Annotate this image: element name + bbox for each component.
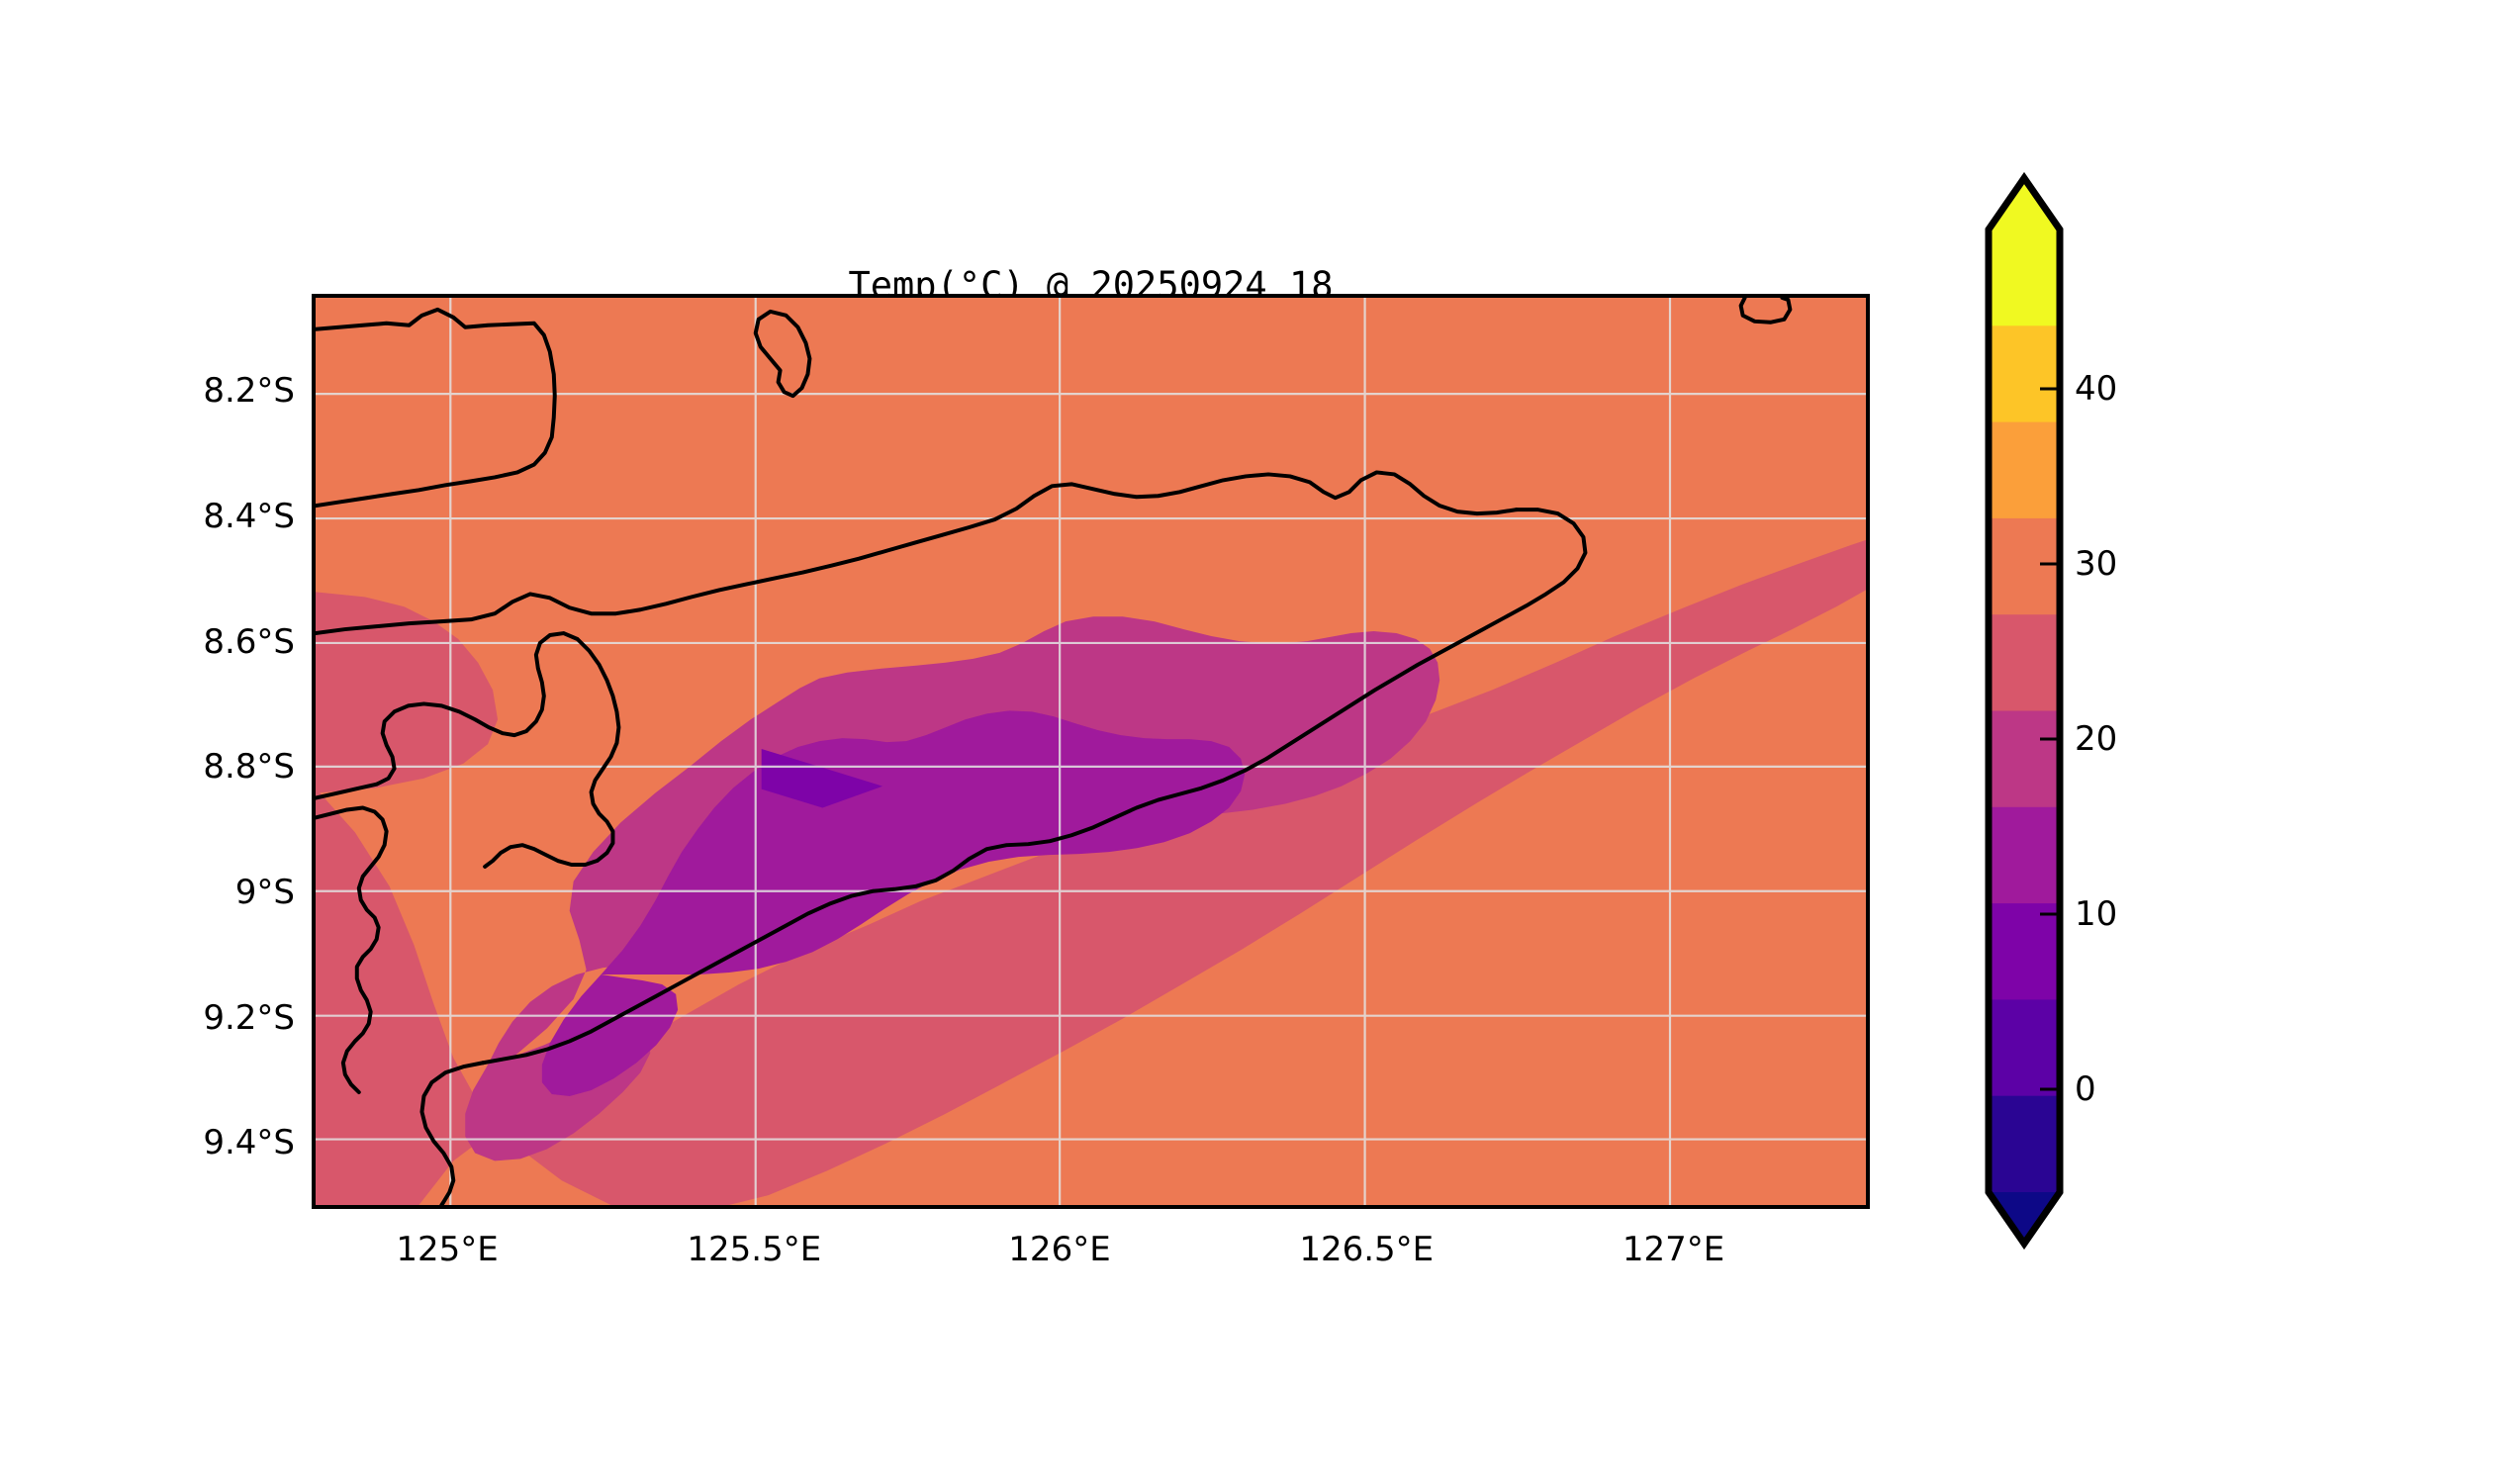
y-axis-tick-label: 9.4°S: [203, 1123, 295, 1163]
gridline-group: [316, 298, 1866, 1205]
colorbar-tick-mark: [2040, 1087, 2062, 1091]
temperature-contour-map: [316, 298, 1866, 1205]
coastline-east-tip: [1264, 508, 1588, 761]
colorbar-band: [1989, 903, 2060, 1000]
x-axis-tick-label: 126.5°E: [1299, 1230, 1435, 1269]
x-axis-tick-label: 126°E: [1008, 1230, 1111, 1269]
coastline-atauro-island: [753, 309, 812, 399]
x-axis-tick-label-group: 125°E 125.5°E 126°E 126.5°E 127°E: [312, 1230, 1870, 1279]
colorbar-tick-label: 0: [2075, 1069, 2096, 1109]
y-axis-tick-label: 8.2°S: [203, 371, 295, 412]
colorbar-tick-mark: [2040, 562, 2062, 566]
contour-band-15-20: [478, 616, 1440, 1088]
coastline-group: [316, 298, 1793, 1205]
coastline-southwest-bay: [419, 1061, 486, 1205]
colorbar: 40 30 20 10 0: [1969, 171, 2384, 1336]
x-axis-tick-label: 127°E: [1622, 1230, 1725, 1269]
colorbar-band: [1989, 1095, 2060, 1193]
y-axis-tick-label-group: 8.2°S 8.4°S 8.6°S 8.8°S 9°S 9.2°S 9.4°S: [0, 294, 295, 1209]
colorbar-band: [1989, 517, 2060, 615]
colorbar-tick-label: 40: [2075, 369, 2118, 409]
colorbar-band: [1989, 325, 2060, 423]
y-axis-tick-label: 9.2°S: [203, 997, 295, 1038]
coastline-oecusse-enclave: [316, 307, 557, 509]
colorbar-tick-label: 10: [2075, 894, 2118, 934]
colorbar-band: [1989, 806, 2060, 904]
colorbar-band: [1989, 614, 2060, 712]
colorbar-band: [1989, 421, 2060, 519]
y-axis-tick-label: 8.6°S: [203, 621, 295, 662]
coastline-west-peninsula: [316, 805, 389, 1094]
y-axis-tick-label: 8.4°S: [203, 496, 295, 536]
colorbar-swatch-strip: [1985, 171, 2064, 1251]
colorbar-under-arrow: [1989, 1192, 2060, 1244]
x-axis-tick-label: 125°E: [396, 1230, 499, 1269]
coastline-north-main-island: [316, 470, 1519, 636]
colorbar-tick-label: 30: [2075, 544, 2118, 584]
colorbar-band: [1989, 999, 2060, 1097]
map-plot-area: [312, 294, 1870, 1209]
colorbar-tick-mark: [2040, 912, 2062, 916]
colorbar-band: [1989, 710, 2060, 808]
colorbar-band: [1989, 230, 2060, 326]
contour-band-5-10-summit: [761, 749, 883, 808]
y-axis-tick-label: 8.8°S: [203, 747, 295, 788]
coastline-south-main-island: [481, 756, 1269, 1066]
colorbar-bands: [1989, 230, 2060, 1193]
coastline-west-inlet: [316, 631, 621, 869]
x-axis-tick-label: 125.5°E: [687, 1230, 822, 1269]
colorbar-over-arrow: [1989, 178, 2060, 230]
y-axis-tick-label: 9°S: [234, 872, 295, 912]
colorbar-tick-mark: [2040, 737, 2062, 741]
contour-band-20-25: [316, 539, 1866, 1205]
colorbar-tick-mark: [2040, 387, 2062, 391]
colorbar-tick-label: 20: [2075, 719, 2118, 759]
coastline-jaco-island: [1738, 298, 1793, 325]
colorbar-outline: [1985, 171, 2064, 1251]
